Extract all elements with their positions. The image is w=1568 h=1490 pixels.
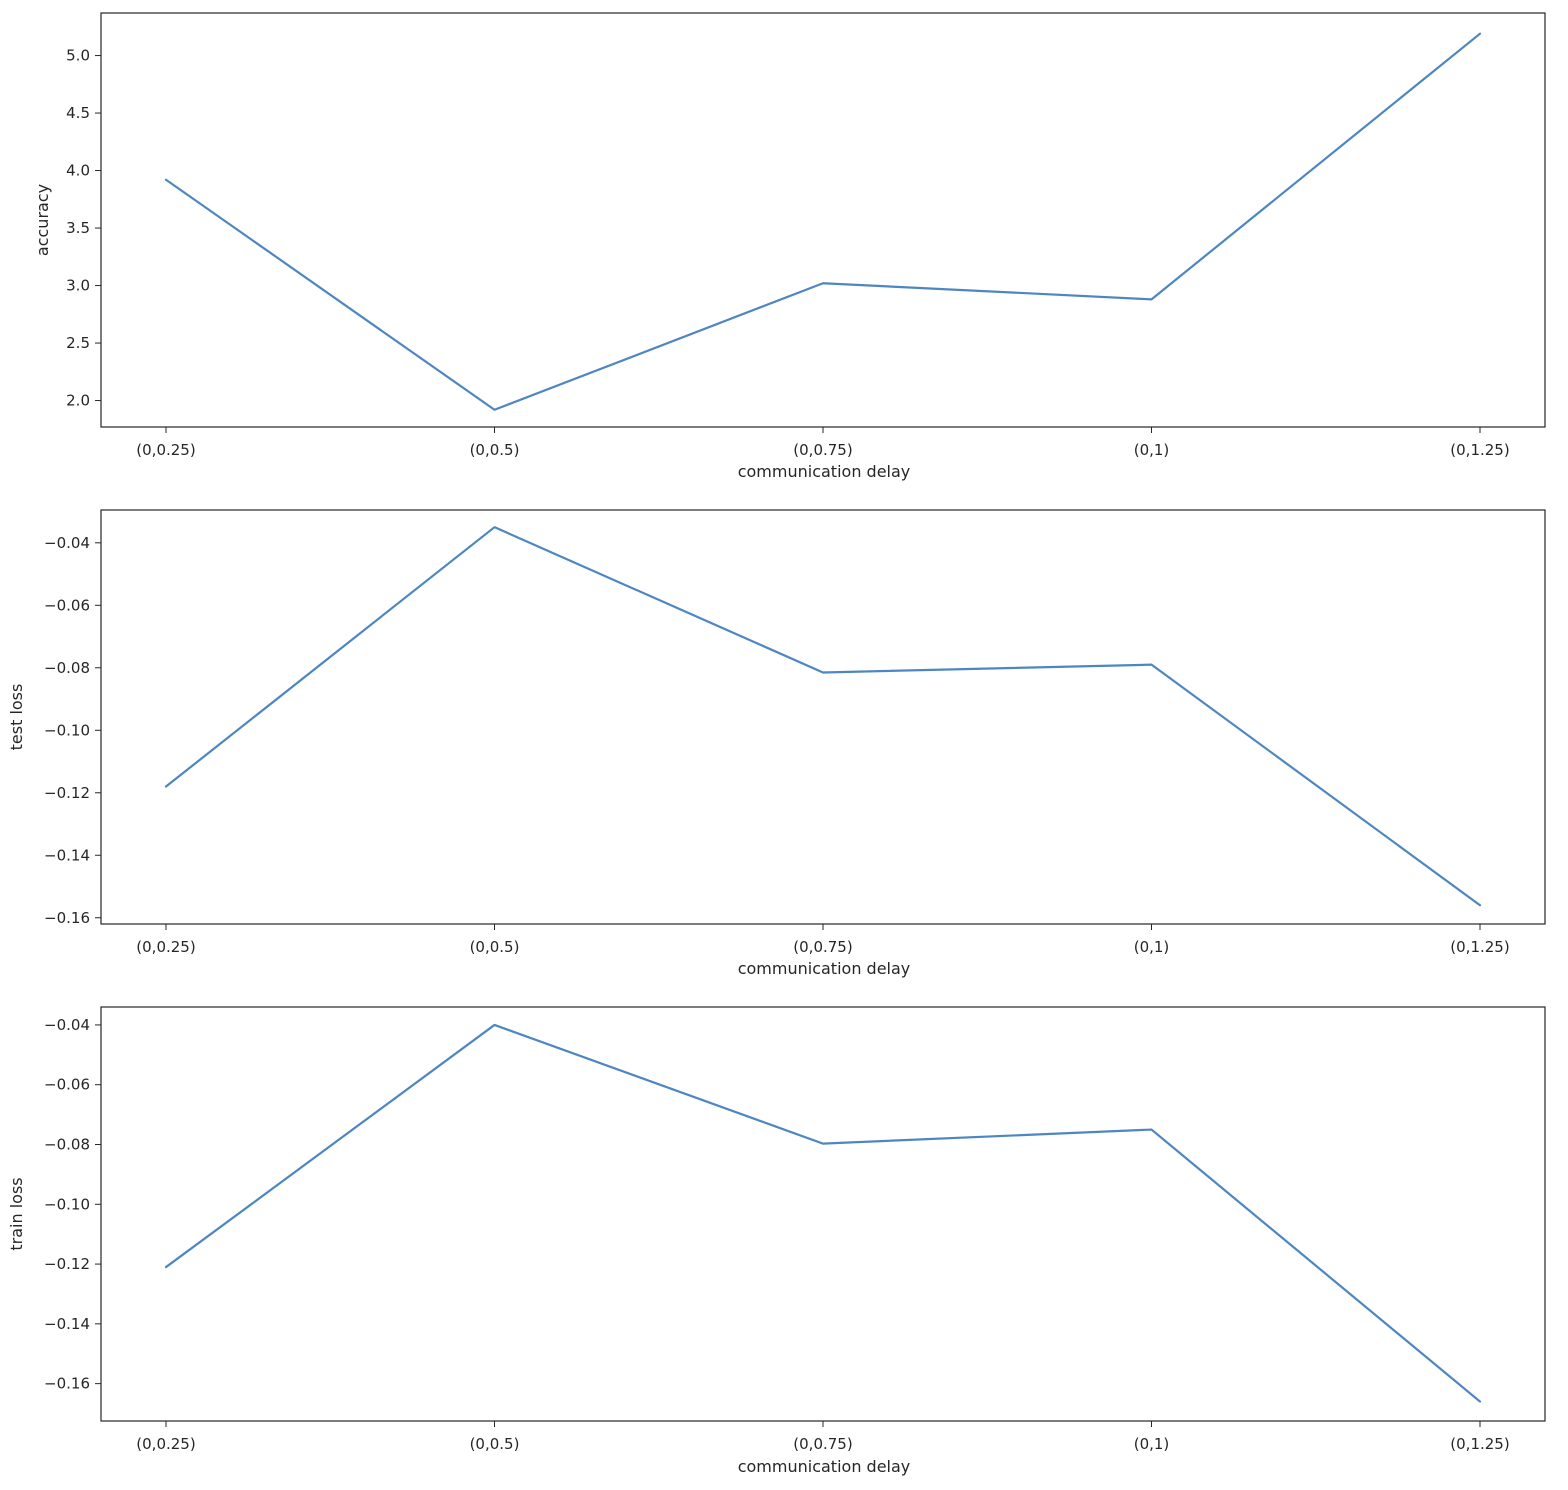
plot-frame [100,1006,1546,1422]
series-line [164,1023,1482,1403]
y-tick-label: 2.5 [66,334,90,352]
x-tick-label: (0,1) [1134,938,1170,956]
x-tick-label: (0,0.75) [793,938,852,956]
y-tick-label: −0.16 [44,909,90,927]
series-line [164,526,1482,907]
x-tick-label: (0,0.75) [793,1435,852,1453]
y-tick-label: −0.08 [44,1136,90,1154]
y-tick-label: 2.0 [66,392,90,410]
y-axis-label: accuracy [33,184,52,256]
y-tick-label: −0.08 [44,659,90,677]
subplot-1: 2.0 2.5 3.0 3.5 4.0 4.5 5.0 (0,0.25) (0,0.5) (0,0… [33,12,1546,481]
y-tick-label: 5.0 [66,47,90,65]
y-tick-label: 3.0 [66,277,90,295]
y-tick-label: 4.0 [66,162,90,180]
x-tick-label: (0,1) [1134,441,1170,459]
y-tick-label: −0.04 [44,534,90,552]
x-axis-label: communication delay [738,462,911,481]
x-tick-label: (0,0.25) [136,1435,195,1453]
x-tick-label: (0,0.5) [470,938,520,956]
y-tick-label: −0.12 [44,1255,90,1273]
x-axis-label: communication delay [738,959,911,978]
x-tick-label: (0,1) [1134,1435,1170,1453]
y-axis-label: test loss [7,684,26,751]
x-tick-label: (0,1.25) [1450,441,1509,459]
y-tick-label: −0.10 [44,1195,90,1213]
y-tick-label: 3.5 [66,219,90,237]
y-tick-label: −0.04 [44,1016,90,1034]
y-tick-label: −0.06 [44,1076,90,1094]
plot-frame [100,509,1546,925]
y-tick-label: −0.16 [44,1375,90,1393]
plot-frame [100,12,1546,428]
x-tick-label: (0,0.75) [793,441,852,459]
y-axis-label: train loss [7,1177,26,1250]
series-line [164,32,1482,411]
subplot-3: −0.16 −0.14 −0.12 −0.10 −0.08 −0.06 −0.04 (0,0.… [7,1006,1546,1476]
x-tick-label: (0,1.25) [1450,938,1509,956]
x-tick-label: (0,0.25) [136,938,195,956]
y-tick-label: −0.06 [44,596,90,614]
y-tick-label: −0.14 [44,846,90,864]
x-tick-label: (0,0.25) [136,441,195,459]
x-tick-label: (0,0.5) [470,441,520,459]
y-tick-label: −0.12 [44,784,90,802]
x-axis-label: communication delay [738,1457,911,1476]
y-tick-label: 4.5 [66,104,90,122]
y-tick-label: −0.10 [44,721,90,739]
y-tick-label: −0.14 [44,1315,90,1333]
x-tick-label: (0,1.25) [1450,1435,1509,1453]
subplot-2: −0.16 −0.14 −0.12 −0.10 −0.08 −0.06 −0.04 (0,0.… [7,509,1546,978]
x-tick-label: (0,0.5) [470,1435,520,1453]
